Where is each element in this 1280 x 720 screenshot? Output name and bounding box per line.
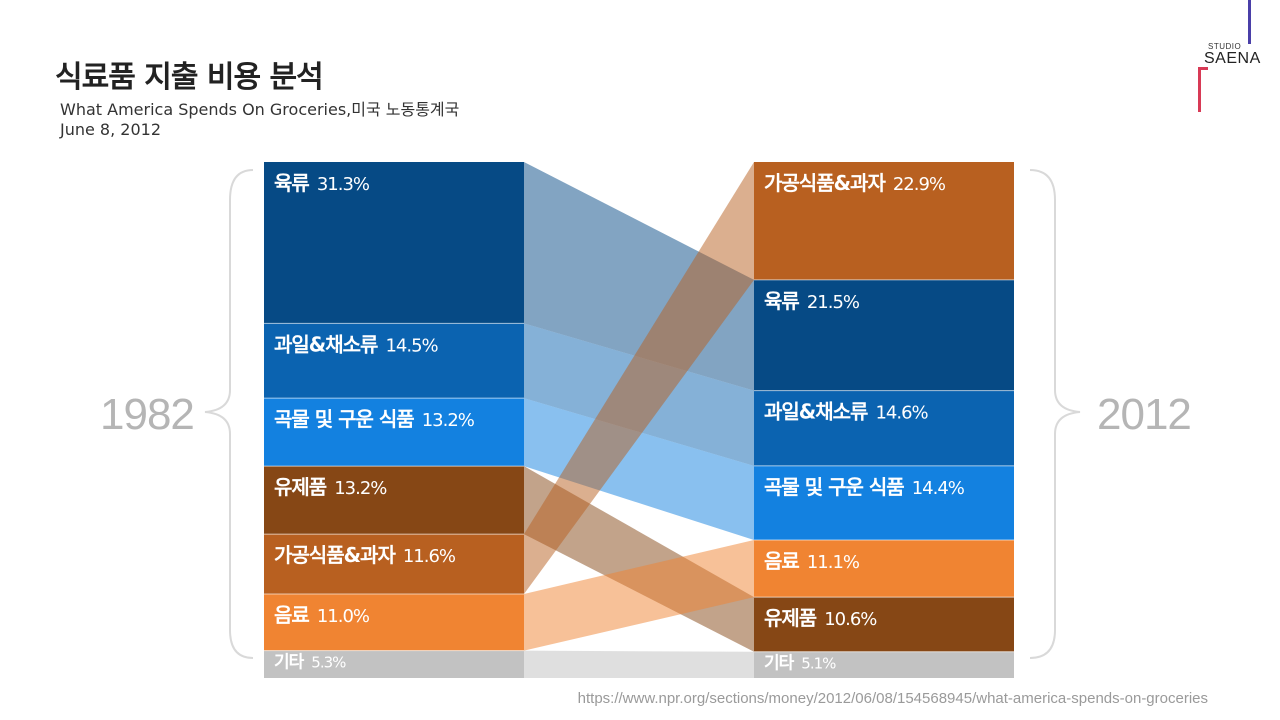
flow-processed <box>524 162 754 594</box>
segment-name: 가공식품&과자 <box>764 171 886 195</box>
segment-value: 14.5% <box>385 335 438 356</box>
studio-saena-logo: STUDIO SAENA <box>1196 0 1260 115</box>
left-brace <box>204 169 254 659</box>
logo-bar-top <box>1248 0 1251 44</box>
year-label-2012: 2012 <box>1097 390 1192 439</box>
segment-value: 22.9% <box>893 174 946 195</box>
segment-value: 11.1% <box>807 552 860 573</box>
bar-2012-processed <box>754 162 1014 280</box>
segment-name: 유제품 <box>764 606 817 630</box>
segment-label-2012-dairy: 유제품 10.6% <box>764 606 877 630</box>
segment-name: 기타 <box>764 654 795 674</box>
source-url[interactable]: https://www.npr.org/sections/money/2012/… <box>577 690 1208 707</box>
segment-value: 13.2% <box>334 478 387 499</box>
segment-label-1982-drinks: 음료 11.0% <box>274 603 370 627</box>
bar-1982-other <box>264 650 524 678</box>
bar-1982-drinks <box>264 593 524 651</box>
logo-studio-text: STUDIO <box>1208 42 1242 51</box>
segment-name: 곡물 및 구운 식품 <box>764 475 904 499</box>
bar-1982-dairy <box>264 466 524 535</box>
segment-value: 31.3% <box>317 174 370 195</box>
segment-name: 과일&채소류 <box>274 332 378 356</box>
logo-saena-text: SAENA <box>1204 50 1261 67</box>
bar-1982-grain <box>264 398 524 467</box>
segment-value: 5.1% <box>801 655 836 673</box>
flow-grain <box>524 398 754 540</box>
subtitle: What America Spends On Groceries,미국 노동통계… <box>60 100 460 119</box>
segment-label-2012-fruitveg: 과일&채소류 14.6% <box>764 400 929 424</box>
segment-label-1982-fruitveg: 과일&채소류 14.5% <box>274 332 439 356</box>
bar-2012-grain <box>754 465 1014 540</box>
segment-name: 음료 <box>274 603 309 627</box>
logo-bar-bottom <box>1198 68 1201 112</box>
bar-2012-drinks <box>754 539 1014 598</box>
segment-name: 육류 <box>764 289 799 313</box>
segment-value: 11.6% <box>403 546 456 567</box>
page-title: 식료품 지출 비용 분석 <box>55 60 324 95</box>
segment-label-1982-processed: 가공식품&과자 11.6% <box>274 543 456 567</box>
segment-name: 유제품 <box>274 475 327 499</box>
segment-label-1982-other: 기타 5.3% <box>274 653 346 673</box>
segment-label-2012-meat: 육류 21.5% <box>764 289 860 313</box>
segment-label-1982-dairy: 유제품 13.2% <box>274 475 387 499</box>
bar-1982-meat <box>264 162 524 324</box>
segment-value: 10.6% <box>824 609 877 630</box>
bar-2012-meat <box>754 279 1014 391</box>
segment-value: 21.5% <box>807 292 860 313</box>
bar-1982-processed <box>264 534 524 594</box>
segment-label-2012-grain: 곡물 및 구운 식품 14.4% <box>764 475 965 499</box>
segment-label-2012-processed: 가공식품&과자 22.9% <box>764 171 946 195</box>
segment-value: 13.2% <box>422 410 475 431</box>
segment-label-1982-meat: 육류 31.3% <box>274 171 370 195</box>
flow-other <box>524 650 754 678</box>
segment-label-2012-other: 기타 5.1% <box>764 654 836 674</box>
right-brace <box>1029 169 1081 659</box>
logo-bar-horizontal <box>1198 67 1208 70</box>
segment-value: 14.6% <box>875 403 928 424</box>
segment-name: 육류 <box>274 171 309 195</box>
segment-value: 14.4% <box>912 478 965 499</box>
flow-drinks <box>524 539 754 651</box>
segment-value: 5.3% <box>311 654 346 672</box>
segment-value: 11.0% <box>317 606 370 627</box>
segment-label-2012-drinks: 음료 11.1% <box>764 549 860 573</box>
date-label: June 8, 2012 <box>60 120 161 139</box>
segment-name: 기타 <box>274 653 305 673</box>
bar-2012-fruitveg <box>754 390 1014 466</box>
bar-2012-other <box>754 651 1014 678</box>
segment-name: 곡물 및 구운 식품 <box>274 407 414 431</box>
segment-label-1982-grain: 곡물 및 구운 식품 13.2% <box>274 407 475 431</box>
segment-name: 과일&채소류 <box>764 400 868 424</box>
bar-2012-dairy <box>754 597 1014 652</box>
year-label-1982: 1982 <box>100 390 195 439</box>
segment-name: 가공식품&과자 <box>274 543 396 567</box>
segment-name: 음료 <box>764 549 799 573</box>
bar-1982-fruitveg <box>264 323 524 399</box>
